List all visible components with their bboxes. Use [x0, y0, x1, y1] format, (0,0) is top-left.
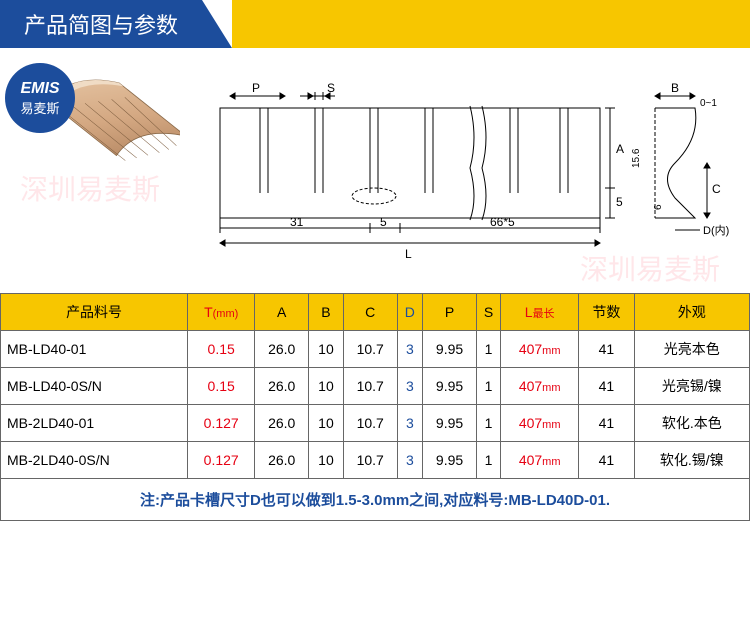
page-title: 产品简图与参数	[0, 0, 202, 48]
table-cell: 41	[579, 442, 634, 479]
table-cell: 41	[579, 331, 634, 368]
svg-text:L: L	[405, 247, 412, 261]
table-cell: 3	[397, 442, 422, 479]
table-cell: MB-2LD40-0S/N	[1, 442, 188, 479]
table-cell: 26.0	[255, 405, 309, 442]
svg-text:S: S	[327, 81, 335, 95]
table-cell: 0.15	[188, 331, 255, 368]
table-row: MB-LD40-0S/N0.1526.01010.739.951407mm41光…	[1, 368, 750, 405]
table-row: MB-2LD40-010.12726.01010.739.951407mm41软…	[1, 405, 750, 442]
svg-text:5: 5	[380, 215, 387, 229]
table-cell: 软化.本色	[634, 405, 749, 442]
table-cell: 407mm	[501, 368, 579, 405]
brand-badge: EMIS 易麦斯	[5, 63, 75, 133]
svg-text:D(内): D(内)	[703, 223, 729, 237]
table-cell: 9.95	[423, 405, 477, 442]
table-cell: 1	[477, 442, 501, 479]
table-cell: 10	[309, 405, 343, 442]
header-banner: 产品简图与参数	[0, 0, 750, 48]
table-cell: 1	[477, 331, 501, 368]
col-l: L最长	[501, 294, 579, 331]
table-cell: 3	[397, 368, 422, 405]
svg-text:B: B	[671, 81, 679, 95]
table-cell: 407mm	[501, 442, 579, 479]
table-cell: MB-2LD40-01	[1, 405, 188, 442]
badge-en: EMIS	[20, 80, 59, 98]
table-cell: 光亮锡/镍	[634, 368, 749, 405]
svg-text:31: 31	[290, 215, 304, 229]
table-cell: 0.15	[188, 368, 255, 405]
table-cell: 407mm	[501, 331, 579, 368]
table-cell: 软化.锡/镍	[634, 442, 749, 479]
col-s: S	[477, 294, 501, 331]
table-cell: 9.95	[423, 368, 477, 405]
table-cell: 10.7	[343, 331, 397, 368]
svg-text:15.6: 15.6	[631, 148, 642, 168]
spec-table: 产品料号 T(mm) A B C D P S L最长 节数 外观 MB-LD40…	[0, 293, 750, 521]
svg-text:6: 6	[653, 204, 664, 210]
col-d: D	[397, 294, 422, 331]
badge-cn: 易麦斯	[20, 98, 59, 117]
table-cell: 26.0	[255, 368, 309, 405]
table-cell: 41	[579, 405, 634, 442]
table-cell: 3	[397, 331, 422, 368]
table-row: MB-2LD40-0S/N0.12726.01010.739.951407mm4…	[1, 442, 750, 479]
col-appearance: 外观	[634, 294, 749, 331]
diagram-section: 深圳易麦斯 深圳易麦斯 EMIS 易麦斯	[0, 48, 750, 283]
col-product: 产品料号	[1, 294, 188, 331]
table-cell: 光亮本色	[634, 331, 749, 368]
table-cell: 9.95	[423, 442, 477, 479]
table-cell: 10	[309, 368, 343, 405]
table-cell: 9.95	[423, 331, 477, 368]
table-cell: 407mm	[501, 405, 579, 442]
table-cell: 3	[397, 405, 422, 442]
svg-text:0~1: 0~1	[700, 98, 717, 109]
table-cell: 10	[309, 331, 343, 368]
col-b: B	[309, 294, 343, 331]
table-note: 注:产品卡槽尺寸D也可以做到1.5-3.0mm之间,对应料号:MB-LD40D-…	[1, 479, 750, 521]
col-c: C	[343, 294, 397, 331]
col-t: T(mm)	[188, 294, 255, 331]
table-cell: 10	[309, 442, 343, 479]
table-cell: 10.7	[343, 368, 397, 405]
table-cell: 26.0	[255, 331, 309, 368]
table-cell: 1	[477, 368, 501, 405]
table-cell: 0.127	[188, 405, 255, 442]
table-note-row: 注:产品卡槽尺寸D也可以做到1.5-3.0mm之间,对应料号:MB-LD40D-…	[1, 479, 750, 521]
col-count: 节数	[579, 294, 634, 331]
svg-text:A: A	[616, 142, 624, 156]
svg-text:P: P	[252, 81, 260, 95]
table-cell: MB-LD40-01	[1, 331, 188, 368]
table-cell: 10.7	[343, 405, 397, 442]
svg-text:5: 5	[616, 195, 623, 209]
table-cell: MB-LD40-0S/N	[1, 368, 188, 405]
table-cell: 26.0	[255, 442, 309, 479]
table-row: MB-LD40-010.1526.01010.739.951407mm41光亮本…	[1, 331, 750, 368]
col-a: A	[255, 294, 309, 331]
technical-drawing: P S 31 5 66*5 L A 5	[180, 68, 740, 273]
col-p: P	[423, 294, 477, 331]
table-cell: 41	[579, 368, 634, 405]
svg-text:C: C	[712, 182, 721, 196]
svg-text:66*5: 66*5	[490, 215, 515, 229]
table-cell: 10.7	[343, 442, 397, 479]
table-header-row: 产品料号 T(mm) A B C D P S L最长 节数 外观	[1, 294, 750, 331]
table-cell: 0.127	[188, 442, 255, 479]
header-accent	[232, 0, 750, 48]
table-cell: 1	[477, 405, 501, 442]
product-image-box: EMIS 易麦斯	[10, 68, 180, 208]
